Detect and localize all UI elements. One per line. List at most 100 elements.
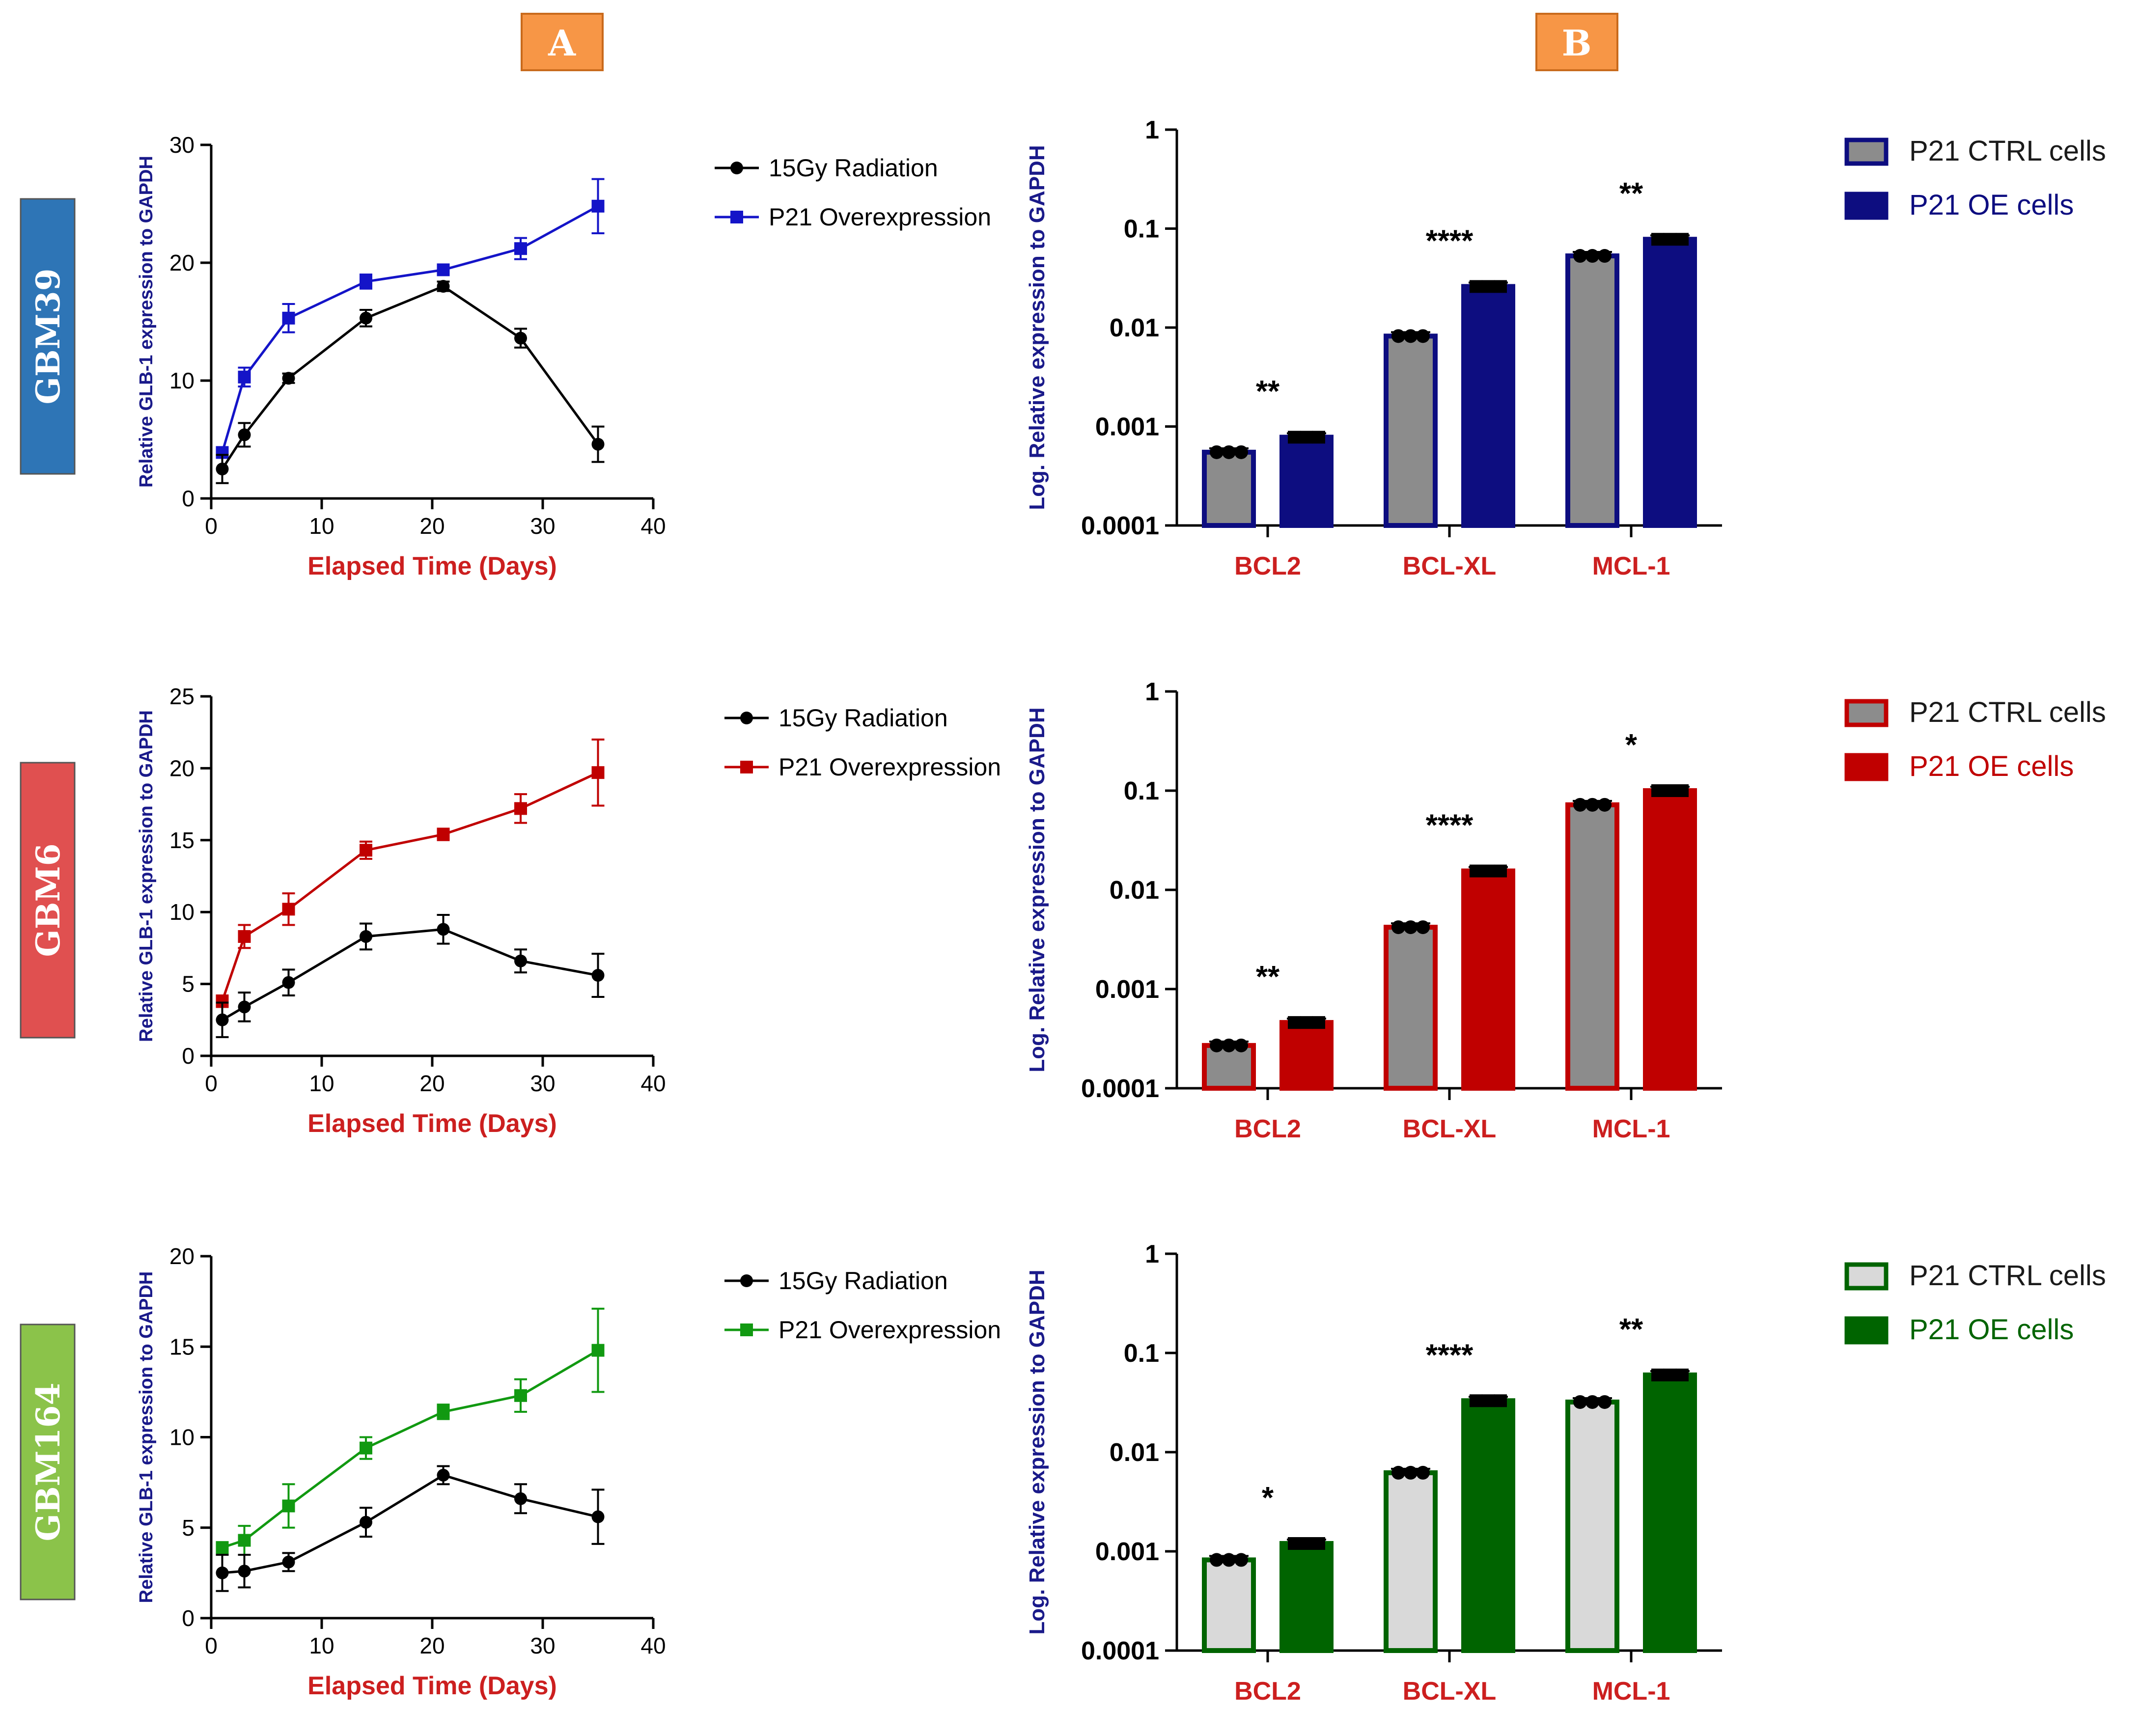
data-point <box>437 828 450 841</box>
legend-label: P21 OE cells <box>1909 1314 2074 1346</box>
data-point <box>360 275 372 288</box>
data-point <box>360 930 372 943</box>
legend-label: P21 CTRL cells <box>1909 135 2106 167</box>
bar-legend: P21 CTRL cells P21 OE cells <box>1844 1260 2106 1346</box>
y-axis-title: Log. Relative expression to GAPDH <box>1025 707 1049 1072</box>
y-axis-title: Log. Relative expression to GAPDH <box>1025 1269 1049 1634</box>
replicate-point <box>1222 1038 1236 1052</box>
bar-ctrl <box>1565 1399 1619 1653</box>
replicate-point <box>1494 864 1507 878</box>
replicate-point <box>1651 233 1664 246</box>
data-point <box>238 1534 251 1547</box>
row-tag-label: GBM164 <box>29 1383 67 1542</box>
panel-tag-label: B <box>1562 22 1592 64</box>
replicate-point <box>1585 798 1599 812</box>
series-p21-overexpression <box>216 178 605 459</box>
data-point <box>437 1405 450 1418</box>
bar-oe <box>1279 1020 1334 1091</box>
significance-label: * <box>1262 1481 1274 1515</box>
bar-ctrl <box>1384 333 1438 528</box>
y-tick-label: 0.01 <box>1110 1438 1159 1467</box>
data-point <box>437 923 450 936</box>
legend-label: P21 CTRL cells <box>1909 696 2106 728</box>
series-line <box>221 285 599 470</box>
replicate-point <box>1470 864 1482 878</box>
series-radiation <box>216 280 605 484</box>
legend-swatch <box>1844 699 1889 727</box>
row-tag-box <box>20 762 76 1039</box>
data-point <box>216 463 229 475</box>
replicate-point <box>1482 280 1495 293</box>
x-tick-label: BCL2 <box>1234 552 1301 580</box>
replicate-point <box>1210 1553 1223 1567</box>
x-tick-label: 20 <box>419 1633 445 1658</box>
bar-oe <box>1279 1541 1334 1653</box>
replicate-point <box>1676 784 1689 797</box>
replicate-point <box>1494 1394 1507 1407</box>
y-tick-label: 0.001 <box>1095 975 1159 1004</box>
y-axis-title: Log. Relative expression to GAPDH <box>1025 145 1049 510</box>
y-tick-label: 15 <box>169 827 195 853</box>
replicate-point <box>1664 784 1676 797</box>
data-point <box>591 1510 605 1523</box>
data-point <box>238 1565 251 1578</box>
y-axis-title: Relative GLB-1 expression to GAPDH <box>136 156 157 488</box>
y-tick-label: 1 <box>1145 116 1159 144</box>
row-tag-label: GBM6 <box>29 843 67 957</box>
data-point <box>238 370 251 384</box>
data-point <box>360 1516 372 1529</box>
replicate-point <box>1470 280 1482 293</box>
panel-tag-a: A <box>521 13 604 71</box>
replicate-point <box>1288 1537 1301 1550</box>
replicate-point <box>1664 233 1676 246</box>
bar-chart-gbm6: 0.0001 0.001 0.01 0.1 1 Log. Relative express… <box>1025 678 2106 1143</box>
series-p21-overexpression <box>216 1307 605 1556</box>
replicate-point <box>1664 1368 1676 1381</box>
replicate-point <box>1222 1553 1236 1567</box>
replicate-point <box>1300 1016 1313 1029</box>
line-legend: 15Gy Radiation P21 Overexpression <box>724 1267 1001 1344</box>
replicate-point <box>1404 1465 1418 1480</box>
x-tick-label: BCL-XL <box>1403 1115 1497 1143</box>
x-tick-label: 30 <box>530 1633 555 1658</box>
y-tick-label: 0 <box>182 1605 195 1631</box>
replicate-point <box>1391 920 1405 935</box>
legend-label: P21 OE cells <box>1909 750 2074 782</box>
bar-ctrl <box>1565 253 1619 528</box>
replicate-point <box>1404 920 1418 935</box>
x-tick-label: BCL-XL <box>1403 552 1497 580</box>
data-point <box>360 311 372 325</box>
x-tick-label: MCL-1 <box>1592 552 1670 580</box>
data-point <box>360 1441 372 1455</box>
x-axis-title: Elapsed Time (Days) <box>307 552 557 580</box>
bar-ctrl <box>1565 802 1619 1091</box>
line-legend: 15Gy Radiation P21 Overexpression <box>724 704 1001 781</box>
bar-ctrl <box>1202 449 1256 528</box>
y-tick-label: 20 <box>169 1243 195 1269</box>
y-axis-title: Relative GLB-1 expression to GAPDH <box>136 1271 157 1603</box>
replicate-point <box>1598 1395 1612 1409</box>
bar-oe <box>1461 1398 1515 1653</box>
replicate-point <box>1416 1465 1430 1480</box>
legend-marker <box>730 162 743 174</box>
replicate-point <box>1651 1368 1664 1381</box>
x-axis-title: Elapsed Time (Days) <box>307 1672 557 1700</box>
replicate-point <box>1222 445 1236 459</box>
data-point <box>282 976 295 989</box>
panel-tag-label: A <box>548 22 576 64</box>
bar-chart-gbm164: 0.0001 0.001 0.01 0.1 1 Log. Relative express… <box>1025 1240 2106 1706</box>
x-tick-label: BCL2 <box>1234 1677 1301 1706</box>
data-point <box>437 263 450 276</box>
legend-marker <box>730 211 743 223</box>
significance-label: **** <box>1426 224 1474 258</box>
y-tick-label: 0.001 <box>1095 1538 1159 1566</box>
row-tag-box <box>20 198 76 475</box>
x-tick-label: BCL-XL <box>1403 1677 1497 1706</box>
series-radiation <box>216 1465 605 1592</box>
line-chart-gbm6: 0 5 10 15 20 25 0 10 20 30 40 Elapsed Time (Days) Re… <box>136 684 1001 1138</box>
data-point <box>238 1000 251 1014</box>
x-tick-label: MCL-1 <box>1592 1115 1670 1143</box>
data-point <box>591 1344 605 1357</box>
x-tick-label: MCL-1 <box>1592 1677 1670 1706</box>
